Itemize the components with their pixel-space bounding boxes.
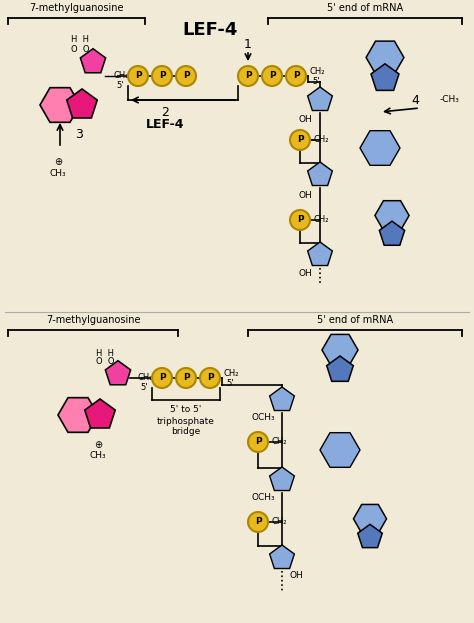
- Text: 7-methylguanosine: 7-methylguanosine: [29, 3, 124, 13]
- Polygon shape: [322, 335, 358, 366]
- Circle shape: [176, 368, 196, 388]
- Text: OH: OH: [298, 270, 312, 278]
- Text: CH₂: CH₂: [224, 369, 239, 379]
- Polygon shape: [308, 242, 332, 265]
- Text: 2: 2: [161, 105, 169, 118]
- Text: H  H: H H: [71, 36, 89, 44]
- Text: 1: 1: [244, 37, 252, 50]
- Circle shape: [200, 368, 220, 388]
- Text: OCH₃: OCH₃: [251, 493, 275, 503]
- Text: OH: OH: [298, 191, 312, 201]
- Text: P: P: [255, 518, 261, 526]
- Polygon shape: [270, 467, 294, 490]
- Circle shape: [128, 66, 148, 86]
- Polygon shape: [354, 505, 387, 533]
- Circle shape: [290, 130, 310, 150]
- Text: 5': 5': [140, 384, 147, 392]
- Polygon shape: [67, 89, 97, 118]
- Circle shape: [290, 210, 310, 230]
- Text: CH₂: CH₂: [314, 135, 329, 145]
- Polygon shape: [85, 399, 115, 428]
- Polygon shape: [379, 221, 405, 245]
- Text: H  H: H H: [96, 348, 114, 358]
- Circle shape: [248, 512, 268, 532]
- Polygon shape: [360, 131, 400, 165]
- Text: OH: OH: [289, 571, 303, 581]
- Text: CH₂: CH₂: [272, 518, 288, 526]
- Text: P: P: [135, 72, 141, 80]
- Text: P: P: [297, 135, 303, 145]
- Text: LEF-4: LEF-4: [146, 118, 184, 130]
- Polygon shape: [371, 64, 399, 90]
- Text: P: P: [245, 72, 251, 80]
- Text: CH₃: CH₃: [90, 452, 106, 460]
- Text: 5' end of mRNA: 5' end of mRNA: [327, 3, 403, 13]
- Polygon shape: [105, 361, 131, 385]
- Text: P: P: [255, 437, 261, 447]
- Polygon shape: [270, 545, 294, 569]
- Text: P: P: [182, 374, 189, 383]
- Text: ⊕: ⊕: [54, 157, 62, 167]
- Text: CH₂: CH₂: [114, 72, 129, 80]
- Polygon shape: [308, 162, 332, 186]
- Polygon shape: [327, 356, 353, 381]
- Polygon shape: [375, 201, 409, 231]
- Polygon shape: [366, 41, 404, 74]
- Polygon shape: [58, 397, 98, 432]
- Text: P: P: [297, 216, 303, 224]
- Text: CH₂: CH₂: [314, 216, 329, 224]
- Text: -CH₃: -CH₃: [440, 95, 460, 105]
- Circle shape: [152, 66, 172, 86]
- Circle shape: [152, 368, 172, 388]
- Text: P: P: [159, 374, 165, 383]
- Text: P: P: [182, 72, 189, 80]
- Polygon shape: [358, 525, 382, 548]
- Text: CH₃: CH₃: [50, 168, 66, 178]
- Polygon shape: [81, 49, 106, 73]
- Text: 3: 3: [75, 128, 83, 141]
- Text: 5': 5': [312, 77, 319, 87]
- Text: OCH₃: OCH₃: [251, 414, 275, 422]
- Text: 4: 4: [411, 93, 419, 107]
- Text: O  O: O O: [96, 358, 114, 366]
- Circle shape: [262, 66, 282, 86]
- Text: 5': 5': [226, 379, 234, 389]
- Polygon shape: [270, 387, 294, 411]
- Text: 7-methylguanosine: 7-methylguanosine: [46, 315, 140, 325]
- Polygon shape: [308, 87, 332, 110]
- Text: bridge: bridge: [172, 427, 201, 437]
- Text: CH₂: CH₂: [310, 67, 326, 77]
- Text: ⊕: ⊕: [94, 440, 102, 450]
- Text: P: P: [292, 72, 299, 80]
- Text: P: P: [269, 72, 275, 80]
- Text: triphosphate: triphosphate: [157, 417, 215, 426]
- Text: 5' end of mRNA: 5' end of mRNA: [317, 315, 393, 325]
- Circle shape: [176, 66, 196, 86]
- Text: OH: OH: [298, 115, 312, 125]
- Circle shape: [248, 432, 268, 452]
- Text: 5': 5': [116, 82, 124, 90]
- Text: 5' to 5': 5' to 5': [170, 406, 202, 414]
- Text: P: P: [207, 374, 213, 383]
- Circle shape: [286, 66, 306, 86]
- Polygon shape: [40, 88, 80, 122]
- Text: O  O: O O: [71, 44, 89, 54]
- Circle shape: [238, 66, 258, 86]
- Text: P: P: [159, 72, 165, 80]
- Polygon shape: [320, 433, 360, 467]
- Text: LEF-4: LEF-4: [182, 21, 237, 39]
- Text: CH₂: CH₂: [272, 437, 288, 447]
- Text: CH₂: CH₂: [138, 374, 154, 383]
